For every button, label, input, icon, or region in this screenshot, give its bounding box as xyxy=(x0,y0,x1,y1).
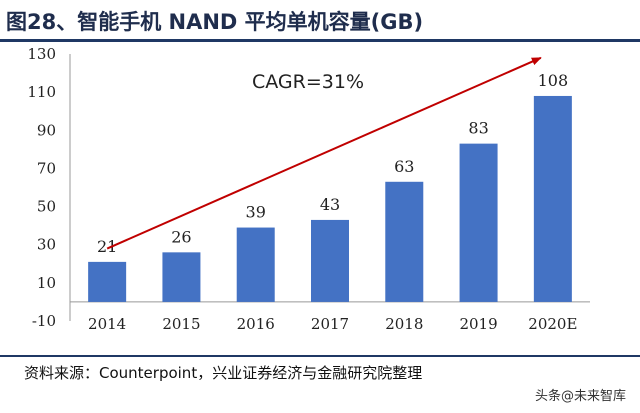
y-tick-label: -10 xyxy=(32,312,56,330)
bar-2016 xyxy=(236,227,275,302)
y-tick-label: 90 xyxy=(37,121,56,139)
data-label: 108 xyxy=(538,71,569,90)
y-tick-label: 10 xyxy=(37,274,56,292)
x-tick-labels: 2014 2015 2016 2017 2018 2019 2020E xyxy=(88,315,577,333)
figure-title: 图28、智能手机 NAND 平均单机容量(GB) xyxy=(6,10,424,34)
bar-2019 xyxy=(459,143,498,302)
top-rule xyxy=(0,39,640,42)
bottom-rule xyxy=(0,355,640,357)
data-label: 83 xyxy=(468,119,488,138)
cagr-arrow xyxy=(106,56,542,250)
data-label: 43 xyxy=(320,195,340,214)
bar-2015 xyxy=(162,252,201,302)
y-tick-label: 130 xyxy=(27,45,56,63)
bar-2017 xyxy=(311,219,349,302)
y-tick-labels: -10 10 30 50 70 90 110 130 xyxy=(27,45,56,330)
y-tick-label: 70 xyxy=(37,159,56,177)
x-tick-label: 2017 xyxy=(311,315,349,333)
data-labels: 21 26 39 43 63 83 108 xyxy=(97,71,568,256)
y-tick-label: 30 xyxy=(37,236,56,254)
x-tick-label: 2020E xyxy=(528,315,577,333)
x-tick-label: 2015 xyxy=(162,315,200,333)
watermark: 头条@未来智库 xyxy=(534,389,626,404)
y-tick-label: 50 xyxy=(37,198,56,216)
x-tick-label: 2014 xyxy=(88,315,126,333)
bar-2014 xyxy=(88,261,127,302)
x-tick-label: 2016 xyxy=(237,315,275,333)
bar-2018 xyxy=(385,181,424,302)
y-tick-label: 110 xyxy=(27,83,56,101)
bar-chart: -10 10 30 50 70 90 110 130 21 26 39 43 63 83 108 2014… xyxy=(27,45,590,333)
bar-2020E xyxy=(533,95,572,302)
source-note: 资料来源：Counterpoint，兴业证券经济与金融研究院整理 xyxy=(24,364,423,382)
bars xyxy=(88,95,572,302)
data-label: 63 xyxy=(394,157,414,176)
data-label: 39 xyxy=(246,203,266,222)
x-tick-label: 2019 xyxy=(459,315,497,333)
data-label: 21 xyxy=(97,237,117,256)
data-label: 26 xyxy=(171,227,191,246)
x-tick-label: 2018 xyxy=(385,315,423,333)
cagr-annotation: CAGR=31% xyxy=(252,71,364,93)
